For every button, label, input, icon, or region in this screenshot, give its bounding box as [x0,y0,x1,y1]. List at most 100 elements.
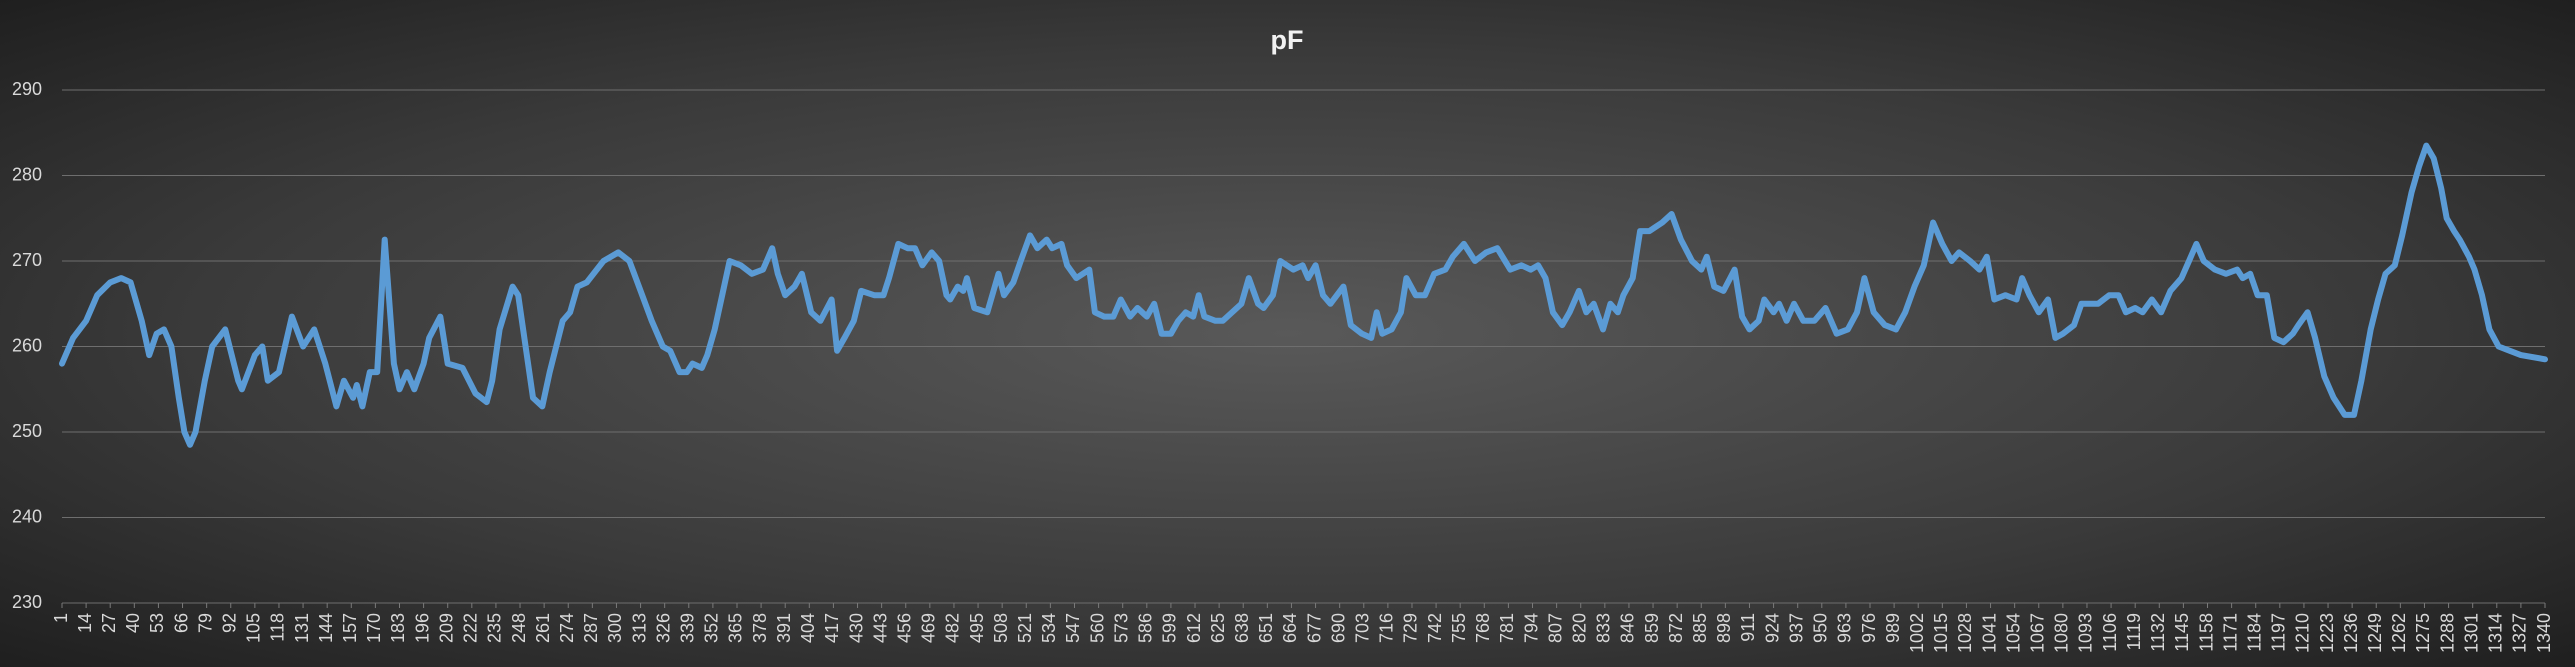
x-tick-label: 1106 [2100,613,2120,652]
x-tick-label: 1197 [2269,613,2289,652]
x-tick-label: 456 [894,613,914,643]
x-tick-label: 820 [1569,613,1589,643]
x-tick-label: 352 [702,613,722,643]
x-tick-label: 287 [581,613,601,643]
x-tick-label: 651 [1256,613,1276,643]
x-tick-label: 1223 [2317,613,2337,653]
y-tick-label: 260 [12,335,42,355]
x-tick-label: 885 [1690,613,1710,643]
x-tick-label: 274 [557,613,577,643]
x-tick-label: 1158 [2196,613,2216,652]
x-tick-label: 53 [147,613,167,633]
x-tick-label: 404 [798,613,818,643]
x-tick-label: 144 [316,613,336,643]
x-tick-label: 1340 [2534,613,2554,653]
x-tick-label: 807 [1545,613,1565,643]
x-tick-label: 1145 [2172,613,2192,652]
x-tick-label: 1041 [1979,613,1999,653]
x-tick-label: 1327 [2510,613,2530,653]
x-tick-label: 911 [1738,613,1758,642]
x-tick-label: 170 [364,613,384,643]
x-tick-label: 196 [412,613,432,643]
x-tick-label: 1119 [2124,613,2144,650]
y-tick-label: 230 [12,592,42,612]
x-tick-label: 1275 [2413,613,2433,653]
x-tick-label: 1028 [1955,613,1975,653]
x-tick-label: 430 [846,613,866,643]
x-tick-label: 664 [1280,613,1300,643]
x-tick-label: 1015 [1931,613,1951,653]
x-tick-label: 261 [533,613,553,643]
x-tick-label: 92 [219,613,239,633]
x-tick-label: 560 [1087,613,1107,643]
x-tick-label: 690 [1328,613,1348,643]
x-tick-label: 703 [1353,613,1373,643]
x-tick-label: 794 [1521,613,1541,643]
x-tick-label: 1314 [2486,613,2506,653]
x-tick-label: 79 [195,613,215,633]
y-tick-label: 250 [12,421,42,441]
x-tick-label: 105 [244,613,264,643]
y-tick-label: 290 [12,79,42,99]
x-tick-label: 118 [268,613,288,642]
x-tick-label: 1171 [2220,613,2240,652]
x-tick-label: 534 [1039,613,1059,643]
x-tick-label: 742 [1425,613,1445,643]
x-tick-label: 521 [1015,613,1035,643]
data-line [59,142,2548,448]
x-tick-label: 833 [1594,613,1614,643]
x-tick-label: 1262 [2389,613,2409,653]
x-tick-label: 1 [51,613,71,623]
x-tick-label: 1093 [2076,613,2096,653]
x-tick-label: 417 [822,613,842,643]
x-tick-label: 495 [967,613,987,643]
y-tick-label: 280 [12,164,42,184]
x-tick-label: 183 [388,613,408,643]
x-tick-label: 1288 [2437,613,2457,653]
x-tick-label: 131 [292,613,312,643]
x-tick-label: 768 [1473,613,1493,643]
x-tick-label: 846 [1618,613,1638,643]
x-tick-label: 781 [1497,613,1517,643]
x-tick-label: 924 [1762,613,1782,643]
x-tick-label: 625 [1208,613,1228,643]
x-tick-label: 716 [1377,613,1397,643]
x-tick-label: 755 [1449,613,1469,643]
x-tick-label: 1236 [2341,613,2361,653]
x-tick-label: 573 [1111,613,1131,643]
x-tick-label: 443 [870,613,890,643]
x-tick-label: 586 [1136,613,1156,643]
x-tick-label: 898 [1714,613,1734,643]
x-tick-label: 378 [750,613,770,643]
x-tick-label: 339 [678,613,698,643]
x-tick-label: 989 [1883,613,1903,643]
x-tick-label: 950 [1811,613,1831,643]
x-tick-label: 248 [509,613,529,643]
x-tick-label: 729 [1401,613,1421,643]
x-tick-label: 365 [726,613,746,643]
x-tick-label: 1080 [2052,613,2072,653]
x-tick-label: 300 [605,613,625,643]
x-tick-label: 963 [1835,613,1855,643]
x-tick-label: 638 [1232,613,1252,643]
y-tick-label: 240 [12,506,42,526]
x-tick-label: 40 [123,613,143,633]
x-tick-label: 508 [991,613,1011,643]
x-tick-label: 391 [774,613,794,643]
x-tick-label: 209 [436,613,456,643]
x-tick-label: 1132 [2148,613,2168,652]
x-tick-label: 1054 [2003,613,2023,653]
x-tick-label: 313 [629,613,649,643]
x-tick-label: 1301 [2461,613,2481,653]
chart-title: pF [1271,25,1304,55]
x-tick-label: 326 [653,613,673,643]
x-tick-label: 1210 [2293,613,2313,653]
x-tick-label: 547 [1063,613,1083,643]
x-tick-label: 1184 [2244,613,2264,652]
x-tick-label: 937 [1786,613,1806,643]
x-tick-label: 469 [919,613,939,643]
x-tick-label: 1249 [2365,613,2385,653]
x-tick-label: 1067 [2028,613,2048,653]
